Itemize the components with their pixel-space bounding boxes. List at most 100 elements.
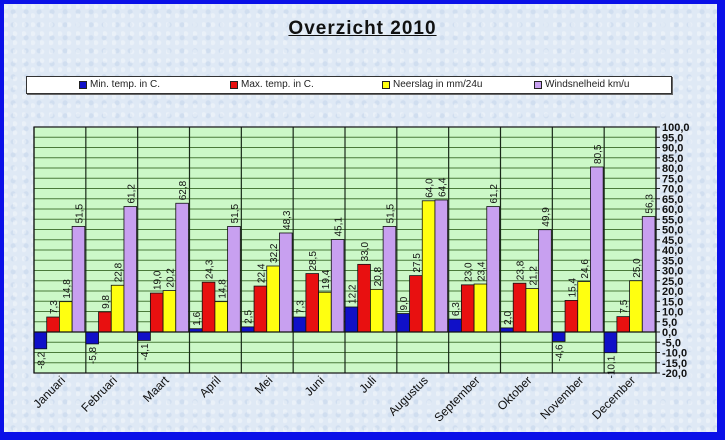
data-label: 51,5 [74, 204, 85, 224]
bar [396, 313, 410, 333]
data-label: 51,5 [230, 204, 241, 224]
x-tick-label: Juli [356, 373, 379, 396]
data-label: 49,9 [541, 207, 552, 227]
bar [71, 226, 86, 333]
legend-swatch-neerslag [382, 80, 390, 89]
y-tick-label: 30,0 [662, 266, 683, 278]
bar [641, 216, 656, 333]
data-label: 64,4 [437, 177, 448, 197]
x-tick-label: Januari [30, 373, 68, 411]
legend-label-neerslag: Neerslag in mm/24u [393, 79, 483, 90]
data-label: 25,0 [632, 258, 643, 278]
bar [460, 284, 475, 333]
x-tick-label: Mei [252, 373, 276, 397]
data-label: 20,2 [165, 268, 176, 288]
data-label: 61,2 [489, 184, 500, 204]
data-label: 14,8 [217, 279, 228, 299]
bar [473, 283, 488, 333]
data-label: 45,1 [334, 217, 345, 237]
bar [162, 290, 177, 333]
x-tick-label: September [431, 373, 482, 424]
y-tick-label: 0,0 [662, 327, 677, 339]
bar [603, 331, 618, 354]
y-tick-label: 5,0 [662, 317, 677, 329]
data-label: 24,3 [205, 259, 216, 279]
data-label: 7,5 [619, 299, 630, 313]
bar [344, 306, 359, 333]
bar [616, 316, 630, 333]
legend-item-windsnelheid: Windsnelheid km/u [534, 79, 629, 90]
bar [357, 263, 371, 333]
data-label: 23,0 [464, 262, 475, 282]
bar [227, 226, 241, 333]
y-tick-label: 45,0 [662, 235, 683, 247]
data-label: 2,0 [503, 311, 514, 325]
data-label: 64,0 [425, 178, 436, 198]
bar [318, 291, 332, 333]
y-tick-label: -15,0 [662, 358, 687, 370]
x-tick-label: Oktober [494, 373, 534, 413]
bar [266, 265, 280, 333]
data-label: 19,4 [321, 269, 332, 289]
data-label: 27,5 [412, 253, 423, 273]
bar [551, 331, 566, 342]
legend-swatch-windsnelheid [534, 80, 542, 89]
bar [59, 301, 73, 333]
y-tick-label: 95,0 [662, 132, 683, 144]
plot-border [33, 126, 657, 374]
x-tick-label: Februari [78, 373, 119, 414]
data-label: 62,8 [178, 180, 189, 200]
data-label: 32,2 [269, 243, 280, 263]
data-label: 1,6 [192, 311, 203, 325]
data-label: 24,6 [580, 259, 591, 279]
data-label: 20,8 [373, 266, 384, 286]
y-tick-label: 40,0 [662, 245, 683, 257]
bar [46, 316, 60, 333]
y-tick-label: 90,0 [662, 143, 683, 155]
x-tick-label: December [589, 373, 638, 422]
bar [500, 327, 514, 333]
data-label: -8,2 [36, 351, 47, 369]
y-tick-label: 85,0 [662, 153, 683, 165]
y-tick-label: -20,0 [662, 368, 687, 380]
bar [214, 301, 229, 333]
x-tick-label: Maart [140, 373, 172, 405]
bar [85, 331, 99, 345]
bar [564, 300, 579, 333]
y-tick-label: 55,0 [662, 214, 683, 226]
chart-title-text: Overzicht 2010 [288, 18, 437, 39]
y-tick-label: 15,0 [662, 296, 683, 308]
y-tick-label: -10,0 [662, 348, 687, 360]
y-tick-label: 20,0 [662, 286, 683, 298]
legend-label-windsnelheid: Windsnelheid km/u [545, 79, 630, 90]
bar [486, 206, 500, 333]
data-label: 21,2 [528, 266, 539, 286]
data-label: 15,4 [567, 278, 578, 298]
bar [305, 273, 319, 333]
bar [253, 285, 268, 333]
y-tick-label: -5,0 [662, 337, 681, 349]
data-label: 56,3 [645, 194, 656, 214]
data-label: 7,3 [296, 300, 307, 314]
bar [292, 316, 307, 333]
bar [512, 282, 527, 333]
legend-swatch-min-temp [79, 80, 87, 89]
y-tick-label: 100,0 [662, 122, 690, 134]
bar [175, 202, 189, 333]
chart-title: Overzicht 2010 [0, 18, 725, 40]
bar [590, 166, 604, 333]
bar [434, 199, 449, 333]
data-label: 19,0 [153, 270, 164, 290]
legend-item-min-temp: Min. temp. in C. [79, 79, 160, 90]
bar [110, 284, 125, 333]
data-label: 2,5 [244, 310, 255, 324]
data-label: 23,8 [516, 260, 527, 280]
x-tick-label: Augustus [386, 373, 431, 418]
legend: Min. temp. in C. Max. temp. in C. Neersl… [26, 76, 672, 94]
data-label: 61,2 [126, 184, 137, 204]
legend-item-neerslag: Neerslag in mm/24u [382, 79, 482, 90]
data-label: -4,1 [140, 343, 151, 361]
bar [421, 200, 436, 333]
y-tick-label: 25,0 [662, 276, 683, 288]
data-label: -10,1 [607, 355, 618, 378]
